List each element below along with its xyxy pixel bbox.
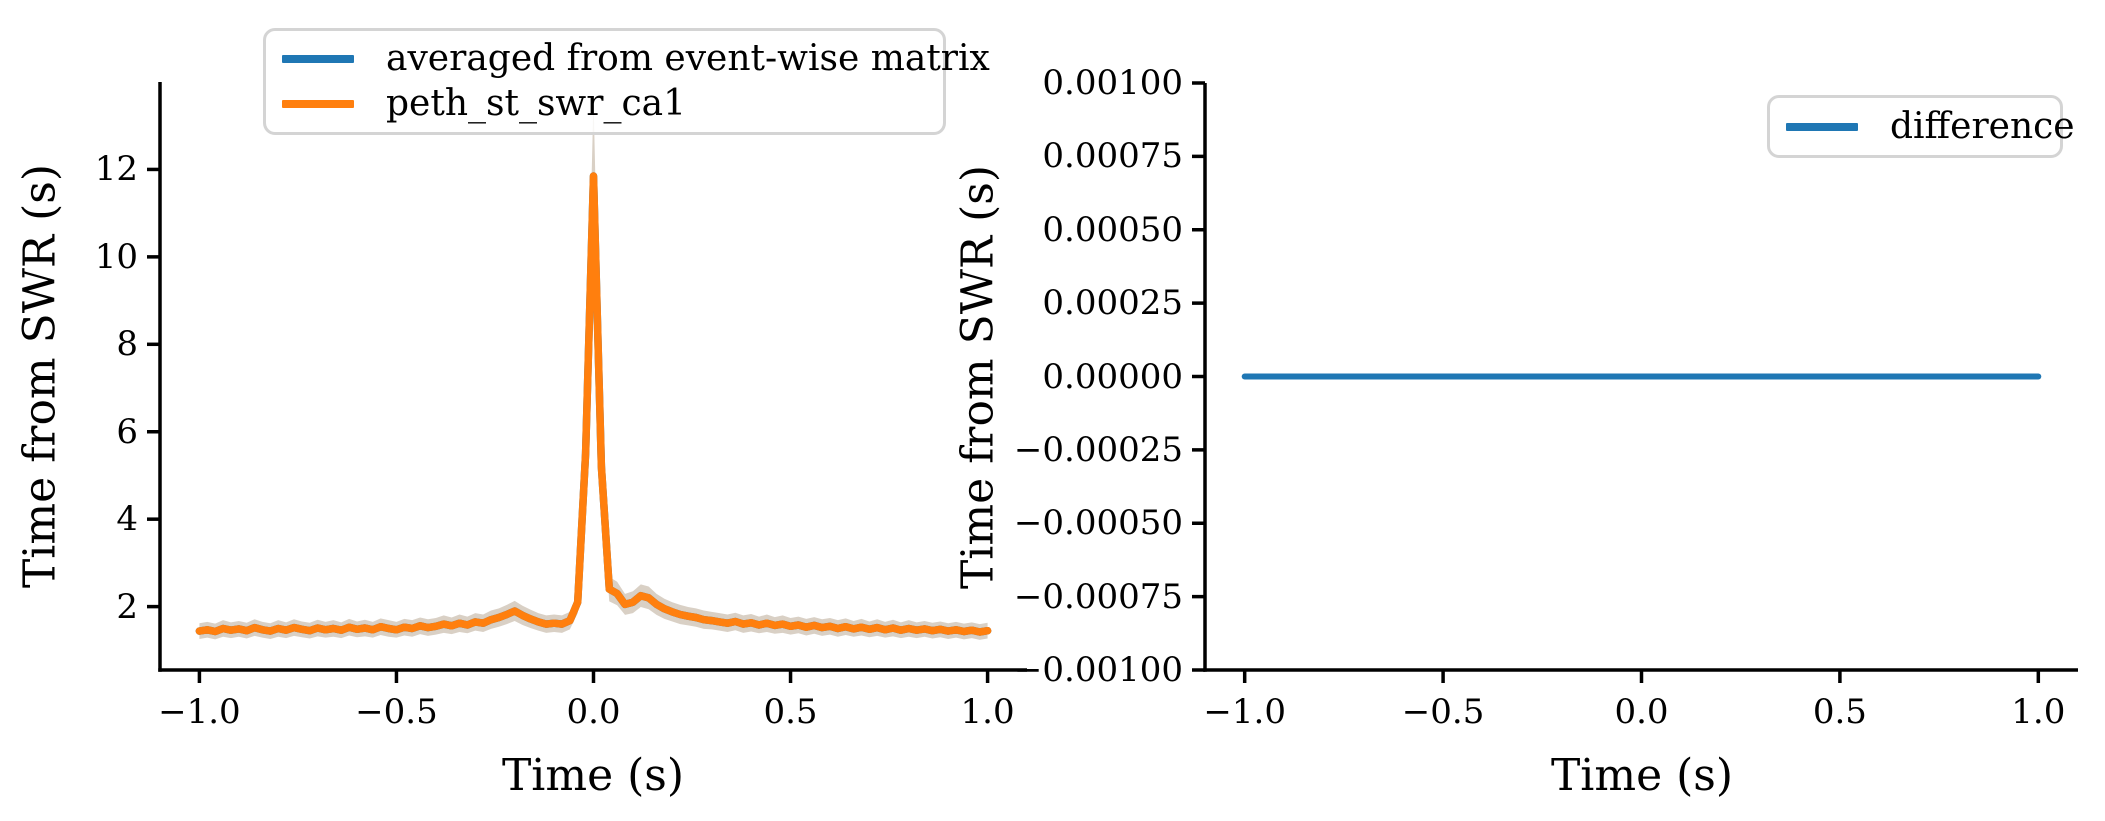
left-plot-xlabel: Time (s) xyxy=(501,750,685,801)
x-tick-label: 0.5 xyxy=(763,692,818,732)
y-tick-label: −0.00025 xyxy=(1013,429,1183,470)
legend-label: averaged from event-wise matrix xyxy=(386,38,990,80)
x-tick-label: 0.5 xyxy=(1812,692,1867,732)
y-tick-label: 0.00050 xyxy=(1042,209,1183,250)
x-tick-label: −0.5 xyxy=(1401,692,1485,732)
legend-entry-averaged: averaged from event-wise matrix xyxy=(282,41,990,77)
y-tick-label: 12 xyxy=(94,149,138,190)
y-tick-label: −0.00075 xyxy=(1013,576,1183,617)
series-line-peth-st-swr-ca1 xyxy=(195,172,992,636)
legend-entry-difference: difference xyxy=(1786,108,2075,145)
y-tick-label: 10 xyxy=(94,236,138,277)
legend-line-sample-blue xyxy=(282,55,354,64)
x-tick-label: −1.0 xyxy=(1203,692,1286,732)
legend-entry-peth: peth_st_swr_ca1 xyxy=(282,82,923,124)
x-tick-label: −1.0 xyxy=(158,692,241,732)
y-tick-label: 6 xyxy=(116,411,138,452)
legend-label: peth_st_swr_ca1 xyxy=(386,82,686,124)
y-tick-label: 2 xyxy=(116,586,138,627)
right-plot-legend: difference xyxy=(1767,95,2075,158)
x-tick-label: 0.0 xyxy=(1614,692,1669,732)
y-tick-label: −0.00100 xyxy=(1013,650,1183,690)
y-tick-label: −0.00050 xyxy=(1013,503,1183,544)
y-tick-label: 0.00100 xyxy=(1042,63,1183,103)
y-tick-label: 0.00075 xyxy=(1042,136,1183,177)
right-plot-xlabel: Time (s) xyxy=(1550,750,1734,801)
y-tick-label: 0.00000 xyxy=(1042,356,1183,397)
legend-label: difference xyxy=(1890,105,2075,147)
y-tick-label: 0.00025 xyxy=(1042,283,1183,324)
x-tick-label: 1.0 xyxy=(2011,692,2066,732)
x-tick-label: 0.0 xyxy=(566,692,621,732)
y-tick-label: 8 xyxy=(116,324,138,365)
legend-line-sample-orange xyxy=(282,99,354,108)
x-tick-label: 1.0 xyxy=(960,692,1015,732)
y-tick-label: 4 xyxy=(116,499,138,540)
left-plot-legend: averaged from event-wise matrix peth_st_… xyxy=(263,28,990,135)
x-tick-label: −0.5 xyxy=(355,692,438,732)
legend-line-sample-blue xyxy=(1786,122,1858,131)
